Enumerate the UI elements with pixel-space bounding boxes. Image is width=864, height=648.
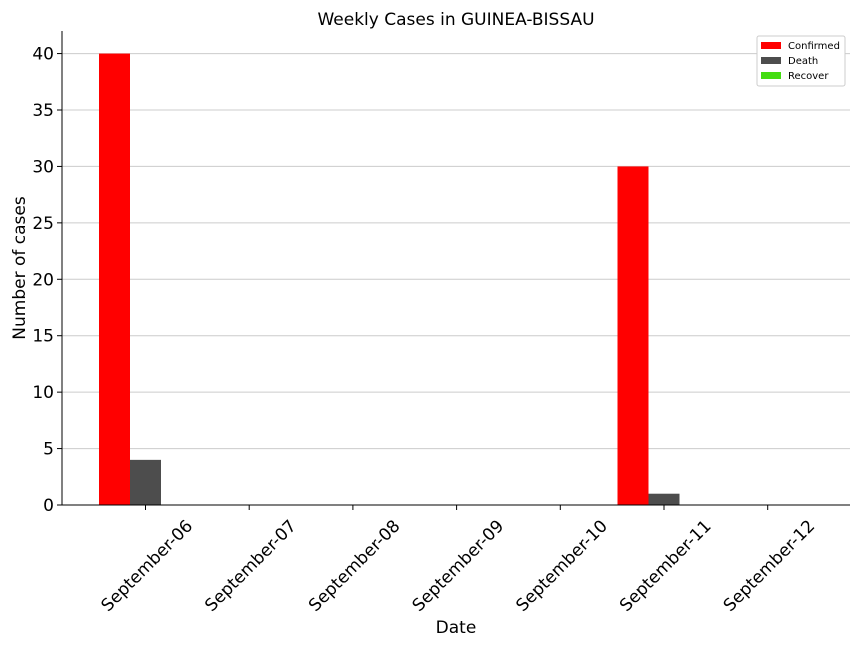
legend-swatch-recover — [761, 72, 781, 79]
grid-lines — [62, 53, 850, 450]
legend: Confirmed Death Recover — [756, 35, 846, 87]
y-axis-label: Number of cases — [10, 196, 30, 340]
x-tick-label: September-12 — [720, 516, 819, 615]
x-tick-label: September-09 — [409, 516, 508, 615]
y-tick-label: 35 — [32, 101, 54, 121]
bar-death — [130, 459, 161, 505]
y-tick-label: 5 — [43, 440, 54, 460]
x-axis-ticks: September-06 September-07 September-08 Sept… — [98, 505, 819, 616]
x-axis-label: Date — [436, 618, 477, 638]
legend-label-confirmed: Confirmed — [788, 41, 840, 52]
chart-title: Weekly Cases in GUINEA-BISSAU — [317, 10, 594, 30]
y-tick-label: 30 — [32, 157, 54, 177]
y-tick-label: 15 — [32, 327, 54, 347]
y-axis-ticks: 0 5 10 15 20 25 30 35 40 — [32, 45, 62, 516]
y-tick-label: 10 — [32, 383, 54, 403]
y-tick-label: 40 — [32, 45, 54, 65]
legend-swatch-death — [761, 57, 781, 64]
bars — [99, 53, 680, 505]
bar-confirmed — [617, 166, 649, 505]
x-tick-label: September-10 — [512, 516, 611, 615]
x-tick-label: September-11 — [616, 516, 715, 615]
legend-label-death: Death — [788, 56, 818, 67]
bar-confirmed — [99, 53, 130, 505]
y-tick-label: 20 — [32, 270, 54, 290]
legend-swatch-confirmed — [761, 42, 781, 49]
y-tick-label: 0 — [43, 496, 54, 516]
axes — [61, 31, 850, 506]
bar-death — [648, 493, 680, 505]
x-tick-label: September-06 — [98, 516, 197, 615]
legend-label-recover: Recover — [788, 71, 829, 82]
x-tick-label: September-07 — [201, 516, 300, 615]
y-tick-label: 25 — [32, 214, 54, 234]
x-tick-label: September-08 — [305, 516, 404, 615]
